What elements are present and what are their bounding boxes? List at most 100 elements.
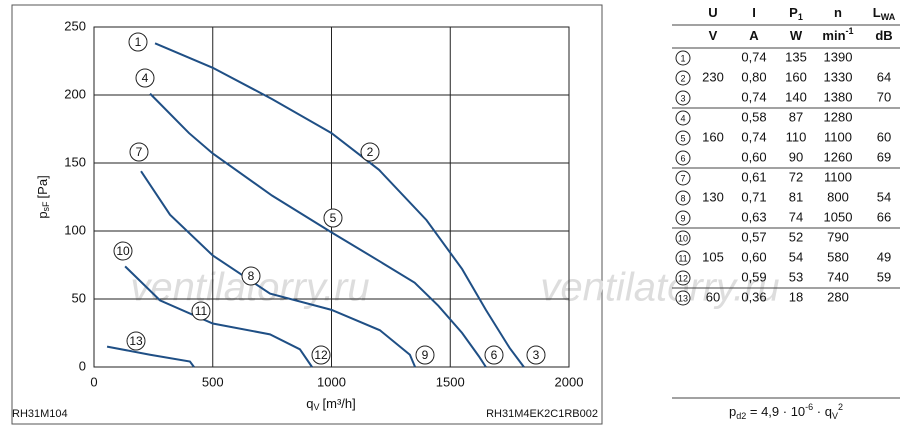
- table-header: n: [834, 5, 842, 20]
- y-tick-label: 100: [64, 222, 86, 237]
- formula-part: V: [832, 411, 838, 421]
- table-unit-sup: -1: [846, 26, 854, 36]
- table-cell: 0,59: [741, 269, 766, 284]
- table-cell: 74: [789, 209, 803, 224]
- table-cell: 1100: [824, 129, 852, 144]
- curve-label: 5: [330, 211, 337, 225]
- curve-label: 1: [135, 35, 142, 49]
- curve-label: 11: [195, 304, 208, 318]
- table-cell: 280: [827, 289, 849, 304]
- x-tick-label: 1500: [436, 374, 465, 389]
- table-cell: 110: [786, 129, 807, 144]
- row-marker-circle: [675, 70, 691, 86]
- x-tick-label: 1000: [317, 374, 346, 389]
- curve-label-circle: [191, 301, 211, 321]
- table-header: P1: [789, 5, 803, 22]
- curve-label-circle: [323, 208, 343, 228]
- table-cell: 230: [702, 69, 724, 84]
- curve-label: 8: [248, 269, 255, 283]
- table-header-sub: 1: [798, 12, 803, 22]
- row-marker-circle: [675, 210, 691, 226]
- curve: [140, 170, 417, 368]
- row-marker: 13: [678, 293, 688, 303]
- table-cell: 800: [827, 189, 849, 204]
- table-cell: 160: [702, 129, 724, 144]
- row-marker-circle: [675, 90, 691, 106]
- table-cell: 52: [789, 229, 803, 244]
- curve: [106, 345, 195, 368]
- table-cell: 72: [789, 169, 803, 184]
- table-header-main: U: [708, 5, 717, 20]
- row-marker-circle: [675, 190, 691, 206]
- curve-label: 13: [129, 334, 143, 348]
- y-axis-label: psF [Pa]: [35, 175, 51, 218]
- x-axis-label: qV [m³/h]: [306, 396, 355, 412]
- table-cell: 790: [827, 229, 849, 244]
- table-cell: 60: [706, 289, 720, 304]
- curve-label: 7: [136, 145, 143, 159]
- table-cell: 1390: [824, 49, 853, 64]
- row-marker: 8: [680, 193, 685, 203]
- table-header: I: [752, 5, 756, 20]
- table-header-main: P: [789, 5, 798, 20]
- curve-label-circle: [415, 345, 435, 365]
- row-marker: 6: [680, 153, 685, 163]
- y-label-sub: sF: [41, 201, 51, 212]
- table-cell: 60: [877, 129, 891, 144]
- footer-right: RH31M4EK2C1RB002: [486, 408, 598, 420]
- curve-label-circle: [526, 345, 546, 365]
- table-cell: 49: [877, 249, 891, 264]
- formula: pd2 = 4,9 · 10-6 · qV2: [729, 402, 843, 421]
- row-marker-circle: [675, 270, 691, 286]
- table-cell: 87: [789, 109, 803, 124]
- x-tick-label: 2000: [555, 374, 584, 389]
- row-marker: 3: [680, 93, 685, 103]
- row-marker-circle: [675, 290, 691, 306]
- y-label-unit: [Pa]: [35, 175, 50, 198]
- curve-label-circle: [128, 32, 148, 52]
- table-cell: 0,61: [741, 169, 766, 184]
- table-unit: W: [790, 28, 803, 43]
- curve: [124, 265, 313, 368]
- curve-label-circle: [129, 142, 149, 162]
- curve-label-circle: [360, 142, 380, 162]
- formula-part: p: [729, 404, 736, 419]
- curve: [149, 92, 487, 368]
- table-cell: 59: [877, 269, 891, 284]
- table-header-main: n: [834, 5, 842, 20]
- formula-part: = 4,9 · 10: [746, 404, 805, 419]
- table-cell: 0,58: [741, 109, 766, 124]
- table-cell: 1260: [824, 149, 853, 164]
- table-header: LWA: [873, 5, 896, 22]
- curve: [154, 42, 525, 368]
- curve-label-circle: [126, 331, 146, 351]
- row-marker: 11: [678, 253, 687, 263]
- table-cell: 66: [877, 209, 891, 224]
- table-cell: 1380: [824, 89, 853, 104]
- table-unit-main: W: [790, 28, 803, 43]
- formula-part: · q: [813, 404, 832, 419]
- table-cell: 0,57: [741, 229, 766, 244]
- chart-frame: [11, 4, 603, 425]
- table-cell: 160: [785, 69, 807, 84]
- table-unit: min-1: [822, 26, 853, 43]
- curve-label-circle: [484, 345, 504, 365]
- table-cell: 54: [789, 249, 803, 264]
- row-marker-circle: [675, 110, 691, 126]
- y-tick-label: 50: [72, 290, 86, 305]
- table-cell: 0,74: [741, 129, 766, 144]
- table-unit: V: [709, 28, 718, 43]
- table-unit-main: min: [822, 28, 845, 43]
- table-cell: 580: [827, 249, 849, 264]
- table-cell: 69: [877, 149, 891, 164]
- curve-label-circle: [135, 68, 155, 88]
- row-marker: 5: [680, 133, 685, 143]
- formula-part: -6: [805, 402, 813, 412]
- curve-label: 2: [367, 145, 374, 159]
- curve-label: 6: [491, 348, 498, 362]
- row-marker-circle: [675, 230, 691, 246]
- table-cell: 1330: [824, 69, 853, 84]
- y-label-main: p: [35, 211, 50, 218]
- curve-label-circle: [241, 266, 261, 286]
- table-cell: 0,60: [741, 149, 766, 164]
